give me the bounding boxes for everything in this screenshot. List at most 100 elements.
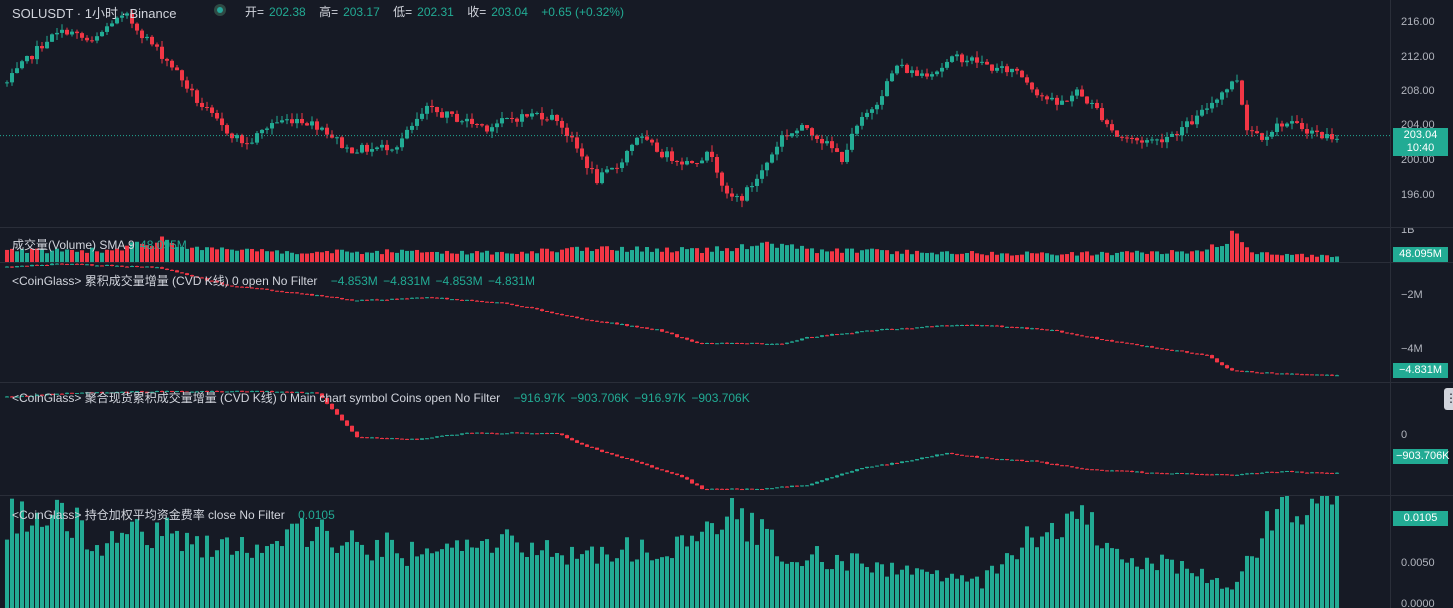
price-plot[interactable] [0, 0, 1390, 227]
candle-body [1195, 115, 1199, 125]
candle-body [1260, 472, 1264, 474]
bar [480, 252, 484, 262]
cvd-spot-legend: <CoinGlass> 聚合现货累积成交量增量 (CVD K线) 0 Main … [12, 389, 750, 406]
pane-separator[interactable] [0, 495, 1453, 496]
cvd-spot-title[interactable]: <CoinGlass> 聚合现货累积成交量增量 (CVD K线) 0 Main … [12, 391, 501, 405]
symbol-title[interactable]: SOLUSDT · 1小时 · Binance [12, 6, 177, 21]
candle-body [910, 328, 914, 330]
candle-body [1030, 328, 1034, 330]
funding-axis[interactable]: 0.0050 0.0000 [1390, 496, 1453, 608]
volume-plot[interactable] [0, 228, 1390, 262]
cvd-futures-axis[interactable]: −2M −4M [1390, 263, 1453, 382]
cvd-spot-axis[interactable]: 0 [1390, 383, 1453, 495]
candle-body [165, 268, 169, 270]
bar [60, 502, 64, 608]
candle-body [355, 431, 359, 438]
bar [770, 529, 774, 608]
candle-body [540, 112, 544, 120]
candle-body [1300, 374, 1304, 376]
bar [250, 248, 254, 262]
bar [90, 247, 94, 262]
candle-body [575, 440, 579, 443]
candle-body [1130, 343, 1134, 345]
funding-title[interactable]: <CoinGlass> 持仓加权平均资金费率 close No Filter [12, 508, 285, 522]
candle-body [720, 488, 724, 490]
bar [1085, 251, 1089, 262]
bar [575, 558, 579, 608]
price-axis[interactable]: 216.00 212.00 208.00 204.00 200.00 196.0… [1390, 0, 1453, 227]
candle-body [250, 287, 254, 289]
volume-title[interactable]: 成交量(Volume) SMA 9 [12, 238, 135, 252]
pane-separator[interactable] [0, 382, 1453, 383]
bar [605, 554, 609, 608]
bar [45, 253, 49, 262]
funding-chart[interactable] [0, 496, 1390, 608]
price-pane[interactable]: SOLUSDT · 1小时 · Binance 开= 202.38 高= 203.1… [0, 0, 1453, 227]
candle-body [710, 151, 714, 158]
bar [440, 253, 444, 262]
bar [920, 252, 924, 262]
candle-body [985, 325, 989, 327]
bar [815, 253, 819, 262]
bar [240, 249, 244, 262]
candle-body [430, 297, 434, 299]
bar [545, 248, 549, 262]
candle-body [505, 302, 509, 304]
bar [505, 253, 509, 262]
candle-body [605, 169, 609, 173]
cvd-futures-title[interactable]: <CoinGlass> 累积成交量增量 (CVD K线) 0 open No F… [12, 274, 318, 288]
bar [1080, 252, 1084, 262]
bar [575, 246, 579, 262]
candle-body [75, 393, 79, 395]
bar [660, 557, 664, 608]
candle-body [840, 151, 844, 162]
bar [165, 517, 169, 608]
candle-body [100, 265, 104, 267]
bar [740, 508, 744, 608]
volume-chart[interactable] [0, 228, 1390, 262]
candle-body [630, 325, 634, 327]
candle-body [190, 275, 194, 277]
cvd-spot-pane[interactable]: <CoinGlass> 聚合现货累积成交量增量 (CVD K线) 0 Main … [0, 383, 1453, 495]
cvd-spot-chart[interactable] [0, 383, 1390, 495]
candle-body [655, 467, 659, 470]
price-tick: 200.00 [1401, 154, 1435, 166]
bar [530, 251, 534, 262]
candle-body [815, 135, 819, 139]
funding-pane[interactable]: <CoinGlass> 持仓加权平均资金费率 close No Filter 0… [0, 496, 1453, 608]
candle-body [500, 302, 504, 304]
scale-drag-handle-icon[interactable] [1444, 388, 1453, 410]
candle-body [70, 263, 74, 265]
price-chart[interactable] [0, 0, 1390, 227]
candle-body [860, 116, 864, 126]
bar [1185, 253, 1189, 262]
candle-body [1130, 138, 1134, 140]
pane-separator[interactable] [0, 227, 1453, 228]
bar [765, 528, 769, 608]
bar [1320, 496, 1324, 608]
candle-body [1280, 373, 1284, 375]
candle-body [795, 485, 799, 487]
bar [1015, 255, 1019, 262]
candle-body [370, 149, 374, 152]
candle-body [1200, 353, 1204, 355]
candle-body [1240, 370, 1244, 372]
bar [705, 521, 709, 608]
cvd-futures-pane[interactable]: <CoinGlass> 累积成交量增量 (CVD K线) 0 open No F… [0, 263, 1453, 382]
funding-plot[interactable] [0, 496, 1390, 608]
candle-body [25, 55, 29, 62]
candle-body [695, 341, 699, 343]
bar [550, 556, 554, 608]
candle-body [1055, 97, 1059, 105]
candle-body [1115, 341, 1119, 343]
candle-body [835, 334, 839, 336]
bar [405, 250, 409, 262]
volume-axis[interactable]: 1B [1390, 228, 1453, 262]
cvd-futures-plot[interactable] [0, 263, 1390, 382]
cvd-futures-chart[interactable] [0, 263, 1390, 382]
pane-separator[interactable] [0, 262, 1453, 263]
candle-body [1240, 474, 1244, 476]
candle-body [830, 477, 834, 479]
cvd-spot-plot[interactable] [0, 383, 1390, 495]
volume-pane[interactable]: 成交量(Volume) SMA 9 48.095M 1B 48.095M [0, 228, 1453, 262]
